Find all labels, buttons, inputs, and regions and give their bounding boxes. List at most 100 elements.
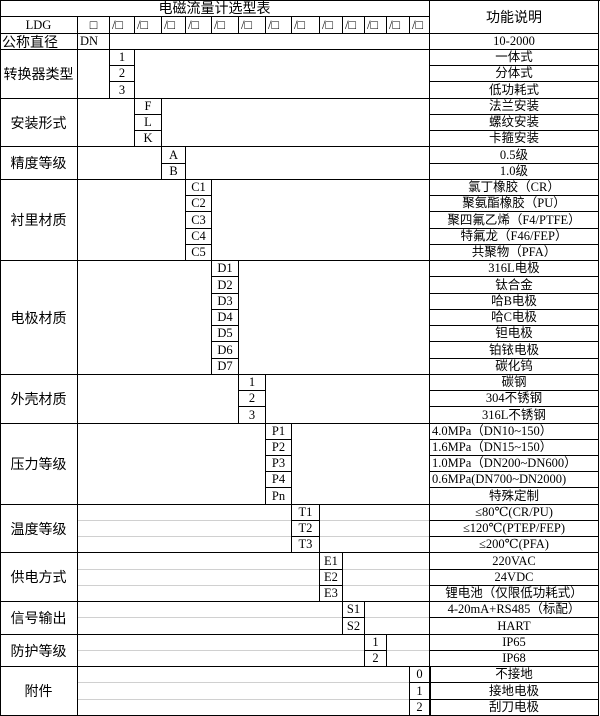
electrode-material-description: 哈B电极 — [430, 294, 599, 310]
option-slot: /□ — [135, 17, 162, 34]
option-slot-text: /□ — [188, 17, 200, 32]
lining-material-code-text: C1 — [191, 180, 206, 195]
accuracy-grade-description-text: 1.0级 — [499, 164, 529, 179]
electrode-material-description-text: 哈B电极 — [491, 294, 537, 309]
signal-output-code: S1 — [343, 602, 365, 618]
pressure-grade-code: P3 — [266, 456, 292, 472]
lining-material-description-text: 特氟龙（F46/FEP） — [460, 229, 568, 244]
nominal-label: 公称直径 — [0, 34, 78, 50]
grid-line — [320, 536, 429, 537]
blank-cell — [320, 505, 430, 553]
shell-material-code: 3 — [239, 407, 266, 424]
blank-cell — [78, 667, 410, 716]
option-slot-text: /□ — [322, 17, 334, 32]
electrode-material-label: 电极材质 — [0, 261, 78, 375]
signal-output-description-text: 4-20mA+RS485（标配） — [447, 602, 581, 617]
electrode-material-code: D1 — [212, 261, 239, 277]
option-slot-text: /□ — [367, 17, 379, 32]
lining-material-code-text: C5 — [191, 245, 206, 260]
temperature-grade-label: 温度等级 — [0, 505, 78, 553]
dn-slot-text: □ — [89, 17, 98, 32]
accessory-description-text: 不接地 — [495, 667, 533, 682]
converter-type-code: 1 — [110, 50, 135, 66]
option-slot-text: /□ — [137, 17, 149, 32]
electrode-material-description: 哈C电极 — [430, 310, 599, 326]
power-supply-description: 220VAC — [430, 553, 599, 570]
accuracy-grade-code: B — [162, 164, 186, 180]
electrode-material-description-text: 铂铱电极 — [488, 342, 539, 357]
power-supply-code-text: E1 — [324, 553, 338, 568]
shell-material-description-text: 碳钢 — [501, 375, 527, 390]
electrode-material-description: 316L电极 — [430, 261, 599, 277]
accuracy-grade-code: A — [162, 147, 186, 164]
lining-material-description: 氯丁橡胶（CR） — [430, 180, 599, 196]
pressure-grade-code-text: P2 — [271, 440, 286, 455]
pressure-grade-description-text: 4.0MPa（DN10~150） — [432, 424, 553, 439]
temperature-grade-description-text: ≤80℃(CR/PU) — [475, 505, 553, 520]
accessory-description: 刮刀电极 — [430, 700, 599, 716]
option-slot-text: /□ — [294, 17, 306, 32]
protection-grade-code: 1 — [365, 635, 387, 651]
nominal-code-text: DN — [80, 34, 99, 49]
accessory-code: 2 — [410, 700, 430, 716]
grid-line — [78, 650, 364, 651]
lining-material-code: C3 — [186, 212, 212, 229]
option-slot-text: /□ — [389, 17, 401, 32]
accessory-code-text: 0 — [416, 667, 423, 682]
option-slot: /□ — [110, 17, 135, 34]
pressure-grade-description: 0.6MPa(DN700~DN2000) — [430, 472, 599, 488]
lining-material-code-text: C4 — [191, 229, 206, 244]
electrode-material-description-text: 钛合金 — [495, 277, 533, 292]
protection-grade-label-text: 防护等级 — [10, 642, 67, 659]
electrode-material-code-text: D2 — [217, 277, 233, 292]
install-type-label: 安装形式 — [0, 99, 78, 147]
lining-material-description-text: 共聚物（PFA） — [471, 245, 557, 260]
blank-cell — [78, 180, 186, 261]
shell-material-code: 1 — [239, 375, 266, 391]
model-code: LDG — [0, 17, 78, 34]
electrode-material-code: D4 — [212, 310, 239, 326]
lining-material-code-text: C2 — [191, 196, 206, 211]
accessory-code: 0 — [410, 667, 430, 683]
protection-grade-label: 防护等级 — [0, 635, 78, 667]
grid-line — [78, 585, 319, 586]
power-supply-code-text: E3 — [324, 586, 338, 601]
lining-material-description: 聚氨酯橡胶（PU） — [430, 196, 599, 212]
signal-output-description: 4-20mA+RS485（标配） — [430, 602, 599, 618]
pressure-grade-description-text: 1.6MPa（DN15~150） — [432, 440, 553, 455]
electrode-material-description-text: 钽电极 — [495, 326, 533, 341]
power-supply-code-text: E2 — [324, 570, 338, 585]
converter-type-description-text: 一体式 — [495, 50, 533, 65]
pressure-grade-label-text: 压力等级 — [10, 456, 67, 472]
lining-material-description: 共聚物（PFA） — [430, 245, 599, 261]
option-slot-text: /□ — [412, 17, 424, 32]
accessory-description-text: 刮刀电极 — [488, 700, 539, 715]
blank-cell — [78, 50, 110, 99]
install-type-code: K — [135, 131, 162, 147]
temperature-grade-description: ≤120℃(PTEP/FEP) — [430, 521, 599, 537]
shell-material-code-text: 1 — [248, 375, 256, 390]
converter-type-description-text: 分体式 — [495, 66, 533, 81]
install-type-code-text: F — [144, 99, 152, 114]
install-type-code: L — [135, 115, 162, 131]
blank-cell — [78, 261, 212, 375]
signal-output-label: 信号输出 — [0, 602, 78, 635]
accessory-code-text: 1 — [416, 683, 423, 698]
blank-cell — [78, 602, 343, 635]
temperature-grade-code: T2 — [292, 521, 320, 537]
blank-cell — [239, 261, 430, 375]
grid-line — [320, 520, 429, 521]
power-supply-code: E1 — [320, 553, 343, 570]
shell-material-code: 2 — [239, 391, 266, 407]
temperature-grade-description: ≤200℃(PFA) — [430, 537, 599, 553]
pressure-grade-code-text: P4 — [271, 472, 286, 487]
converter-type-code: 3 — [110, 82, 135, 99]
table-title: 电磁流量计选型表 — [0, 0, 430, 17]
converter-type-description: 分体式 — [430, 66, 599, 82]
converter-type-description: 一体式 — [430, 50, 599, 66]
nominal-code: DN — [78, 34, 110, 50]
lining-material-code: C2 — [186, 196, 212, 212]
install-type-description: 卡箍安装 — [430, 131, 599, 147]
temperature-grade-code-text: T1 — [298, 505, 313, 520]
